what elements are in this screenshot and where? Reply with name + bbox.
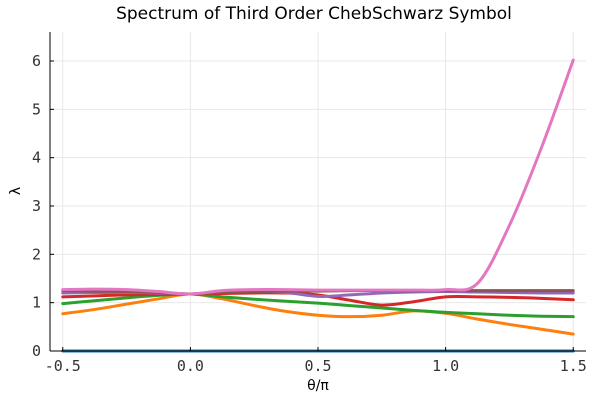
y-axis-label: λ <box>8 187 24 195</box>
y-tick-label: 5 <box>32 100 41 118</box>
y-tick-label: 4 <box>32 149 41 167</box>
y-tick-label: 3 <box>32 197 41 215</box>
x-axis-label: θ/π <box>307 378 329 394</box>
x-tick-label: 1.0 <box>432 357 459 375</box>
y-ticks: 0 1 2 3 4 5 6 <box>32 52 54 360</box>
x-tick-label: 1.5 <box>560 357 587 375</box>
series-line-2 <box>61 292 575 336</box>
x-tick-label: -0.5 <box>45 357 81 375</box>
x-ticks: -0.5 0.0 0.5 1.0 1.5 <box>45 347 587 375</box>
y-tick-label: 2 <box>32 245 41 263</box>
y-tick-label: 6 <box>32 52 41 70</box>
chart-title: Spectrum of Third Order ChebSchwarz Symb… <box>116 4 512 24</box>
x-tick-label: 0.5 <box>304 357 331 375</box>
x-tick-label: 0.0 <box>177 357 204 375</box>
series-line-7 <box>61 58 575 296</box>
y-tick-label: 1 <box>32 294 41 312</box>
y-tick-label: 0 <box>32 342 41 360</box>
